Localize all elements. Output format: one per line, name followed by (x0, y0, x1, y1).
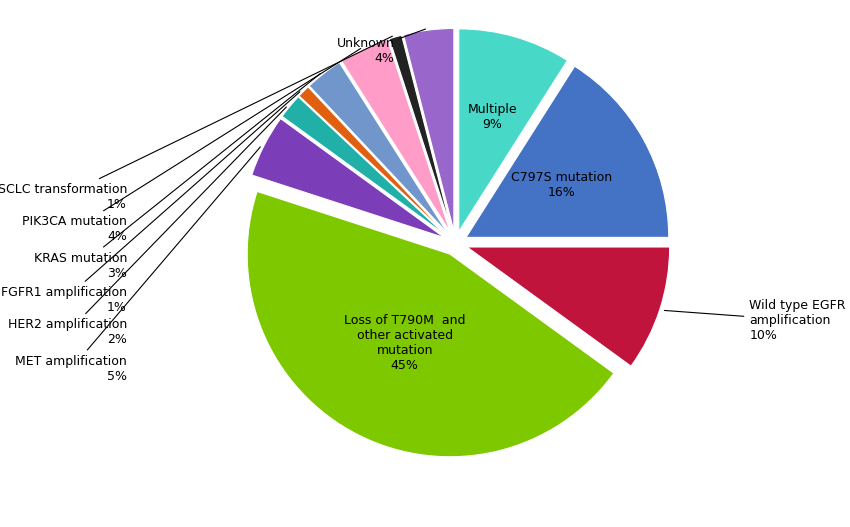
Wedge shape (467, 247, 670, 366)
Text: FGFR1 amplification
1%: FGFR1 amplification 1% (1, 92, 300, 314)
Wedge shape (459, 29, 568, 231)
Text: Loss of T790M  and
other activated
mutation
45%: Loss of T790M and other activated mutati… (344, 314, 466, 372)
Wedge shape (389, 35, 452, 231)
Wedge shape (247, 191, 614, 457)
Text: KRAS mutation
3%: KRAS mutation 3% (34, 74, 320, 279)
Wedge shape (309, 63, 448, 233)
Wedge shape (282, 97, 446, 236)
Text: HER2 amplification
2%: HER2 amplification 2% (8, 107, 286, 346)
Wedge shape (404, 28, 454, 231)
Wedge shape (252, 119, 445, 238)
Text: Multiple
9%: Multiple 9% (468, 103, 517, 131)
Text: C797S mutation
16%: C797S mutation 16% (512, 171, 613, 199)
Wedge shape (466, 66, 669, 237)
Wedge shape (299, 87, 447, 235)
Text: Unknown
4%: Unknown 4% (337, 29, 426, 65)
Text: SCLC transformation
1%: SCLC transformation 1% (0, 36, 393, 211)
Text: MET amplification
5%: MET amplification 5% (15, 147, 260, 383)
Text: Wild type EGFR
amplification
10%: Wild type EGFR amplification 10% (665, 299, 846, 341)
Wedge shape (342, 40, 451, 232)
Text: PIK3CA mutation
4%: PIK3CA mutation 4% (22, 48, 360, 243)
